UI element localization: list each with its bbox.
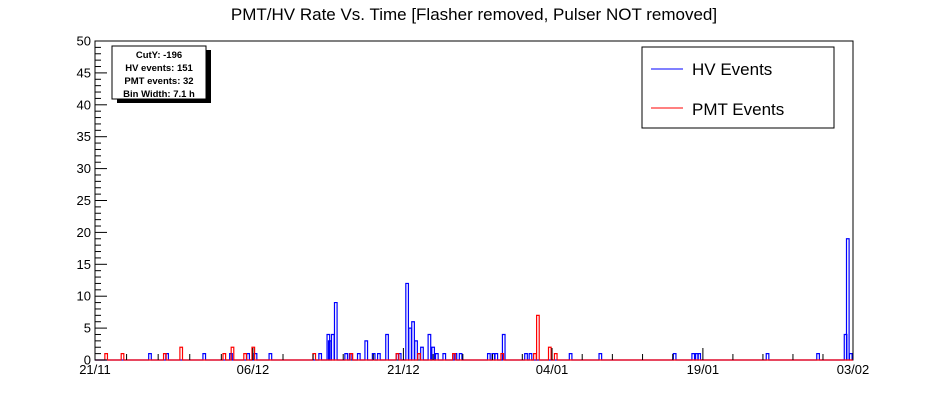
- y-tick-label: 0: [84, 353, 91, 368]
- data-bin: [436, 354, 439, 360]
- data-bin: [569, 354, 572, 360]
- data-bin: [501, 354, 504, 360]
- data-bin: [421, 347, 424, 360]
- legend: HV Events PMT Events: [641, 46, 835, 129]
- x-tick-label: 04/01: [536, 362, 569, 377]
- stats-box-frame: [111, 45, 207, 100]
- y-tick-label: 50: [77, 34, 91, 49]
- data-bin: [846, 239, 849, 360]
- data-bin: [412, 322, 415, 360]
- y-tick-label: 10: [77, 289, 91, 304]
- data-bin: [844, 334, 847, 360]
- data-bin: [386, 334, 389, 360]
- data-bin: [329, 341, 332, 360]
- x-tick-label: 03/02: [837, 362, 870, 377]
- x-tick-label: 21/11: [79, 362, 111, 377]
- y-tick-label: 20: [77, 225, 91, 240]
- axes: 0 5 10 15 20 25 30 35 40 45 50 21/11 06/12 21/12 04/01…: [77, 34, 870, 378]
- data-bin: [554, 354, 557, 360]
- stats-line-hv: HV events: 151: [125, 63, 193, 74]
- series-layer: [95, 238, 853, 361]
- data-bin: [698, 354, 701, 360]
- chart-title: PMT/HV Rate Vs. Time [Flasher removed, P…: [231, 5, 717, 24]
- data-bin: [415, 341, 418, 360]
- data-bin: [428, 334, 431, 360]
- legend-label-hv: HV Events: [692, 60, 772, 79]
- stats-line-pmt: PMT events: 32: [124, 76, 193, 87]
- legend-label-pmt: PMT Events: [692, 100, 784, 119]
- data-bin: [396, 354, 399, 360]
- data-bin: [406, 283, 409, 360]
- y-tick-label: 15: [77, 257, 91, 272]
- data-bin: [149, 354, 152, 360]
- data-bin: [223, 354, 226, 360]
- y-tick-label: 25: [77, 193, 91, 208]
- data-bin: [180, 347, 183, 360]
- stats-line-binwidth: Bin Width: 7.1 h: [123, 89, 195, 100]
- data-bin: [332, 334, 335, 360]
- stats-line-cut: CutY: -196: [136, 50, 182, 61]
- data-bin: [269, 354, 272, 360]
- data-bin: [231, 347, 234, 360]
- data-bin: [121, 354, 124, 360]
- y-tick-label: 30: [77, 161, 91, 176]
- y-tick-label: 40: [77, 97, 91, 112]
- data-bin: [443, 354, 446, 360]
- data-bin: [453, 354, 456, 360]
- data-bin: [548, 347, 551, 360]
- data-bin: [537, 315, 540, 360]
- x-tick-label: 06/12: [237, 362, 270, 377]
- data-bin: [534, 354, 537, 360]
- data-bin: [766, 354, 769, 360]
- data-bin: [692, 354, 695, 360]
- data-bin: [696, 354, 699, 360]
- data-bin: [673, 354, 676, 360]
- data-bin: [459, 354, 462, 360]
- data-bin: [418, 354, 421, 360]
- data-bin: [350, 354, 353, 360]
- data-bin: [247, 354, 250, 360]
- data-bin: [164, 354, 167, 360]
- data-bin: [599, 354, 602, 360]
- data-bin: [409, 328, 412, 360]
- data-bin: [378, 354, 381, 360]
- series-line-hv: [95, 238, 853, 361]
- data-bin: [105, 354, 108, 360]
- x-tick-label: 19/01: [687, 362, 720, 377]
- y-tick-label: 45: [77, 65, 91, 80]
- data-bin: [203, 354, 206, 360]
- legend-frame: [641, 46, 835, 129]
- data-bin: [358, 354, 361, 360]
- data-bin: [849, 354, 852, 360]
- data-bin: [817, 354, 820, 360]
- y-tick-label: 5: [84, 321, 91, 336]
- data-bin: [244, 354, 247, 360]
- data-bin: [334, 303, 337, 360]
- data-bin: [319, 354, 322, 360]
- stats-box: CutY: -196 HV events: 151 PMT events: 32…: [111, 45, 211, 103]
- x-tick-label: 21/12: [387, 362, 420, 377]
- data-bin: [488, 354, 491, 360]
- data-bin: [365, 341, 368, 360]
- data-bin: [495, 354, 498, 360]
- y-tick-label: 35: [77, 129, 91, 144]
- data-bin: [525, 354, 528, 360]
- series-line-pmt: [95, 314, 853, 361]
- data-bin: [529, 354, 532, 360]
- data-bin: [345, 354, 348, 360]
